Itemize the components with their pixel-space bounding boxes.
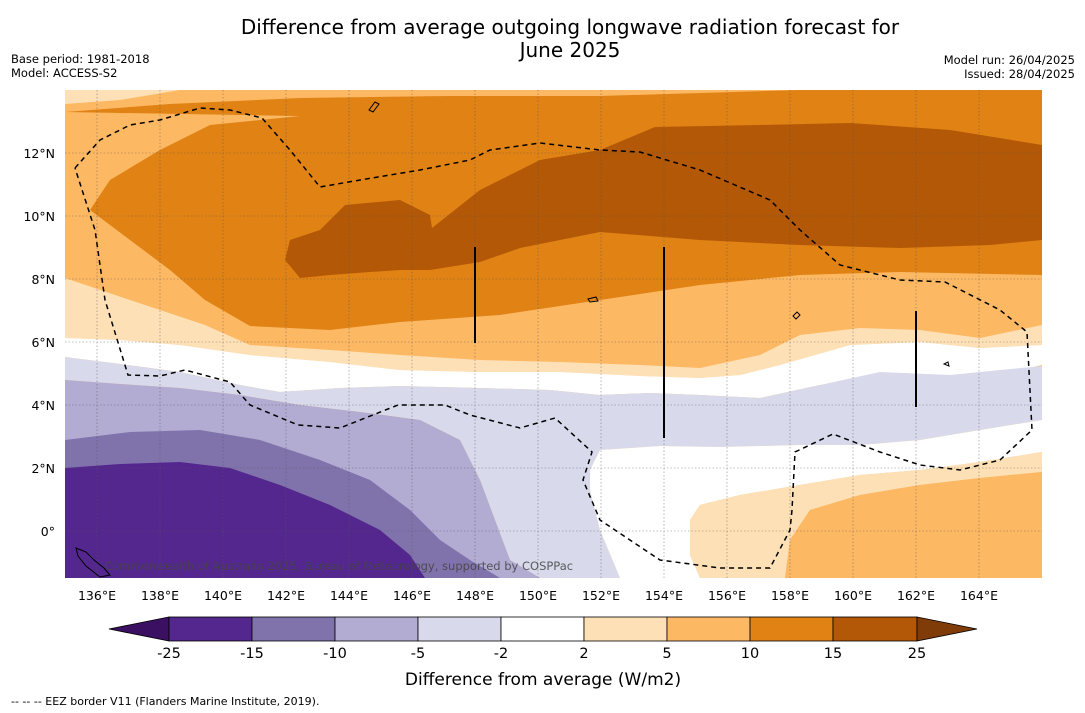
lon-label: 142°E: [267, 588, 305, 603]
colorbar-label: 10: [741, 646, 759, 662]
colorbar-swatch: [168, 616, 253, 642]
lat-label: 0°: [41, 524, 55, 539]
lat-label: 10°N: [23, 209, 55, 224]
colorbar-label: -2: [494, 646, 508, 662]
contour-2-5-south: [690, 452, 1042, 578]
model-run-date: Model run: 26/04/2025: [943, 53, 1075, 67]
colorbar-swatch: [417, 616, 502, 642]
colorbar-label: -15: [240, 646, 264, 662]
map-title: Difference from average outgoing longwav…: [0, 16, 1085, 62]
contour-minus5-minus2: [65, 357, 1042, 578]
contour-2-5: [65, 278, 1042, 378]
title-line-1: Difference from average outgoing longwav…: [240, 15, 900, 39]
lon-label: 162°E: [897, 588, 935, 603]
longitude-labels: 136°E 138°E 140°E 142°E 144°E 146°E 148°…: [78, 588, 998, 603]
lon-label: 154°E: [645, 588, 683, 603]
lon-label: 148°E: [456, 588, 494, 603]
colorbar-swatch: [500, 616, 585, 642]
lat-label: 6°N: [31, 335, 55, 350]
lon-label: 158°E: [771, 588, 809, 603]
island-outlines: [75, 101, 950, 578]
graticule: [65, 90, 1042, 578]
colorbar-swatch: [334, 616, 419, 642]
contour-minus2-2-south: [590, 420, 1042, 578]
lon-label: 140°E: [204, 588, 242, 603]
lon-label: 150°E: [519, 588, 557, 603]
colorbar-swatch: [251, 616, 336, 642]
colorbar-swatch: [749, 616, 834, 642]
lon-label: 164°E: [960, 588, 998, 603]
lon-label: 136°E: [78, 588, 116, 603]
contour-minus2-2: [65, 338, 1042, 398]
copyright-watermark: Commonwealth of Australia 2025, Bureau o…: [104, 559, 573, 573]
colorbar-label: -10: [323, 646, 347, 662]
model-info: Base period: 1981-2018 Model: ACCESS-S2: [11, 52, 150, 80]
lat-label: 4°N: [31, 398, 55, 413]
colorbar: [108, 616, 978, 642]
colorbar-swatch: [583, 616, 668, 642]
colorbar-swatch: [666, 616, 751, 642]
contour-minus25-minus15: [65, 462, 425, 578]
colorbar-label: 5: [662, 646, 671, 662]
contour-5-10-south: [785, 472, 1042, 578]
eez-border: [74, 107, 1033, 569]
issued-date: Issued: 28/04/2025: [964, 67, 1075, 81]
lon-label: 146°E: [393, 588, 431, 603]
lon-label: 144°E: [330, 588, 368, 603]
colorbar-above-arrow: [916, 616, 978, 642]
eez-footnote: -- -- -- EEZ border V11 (Flanders Marine…: [11, 695, 320, 708]
colorbar-label: -25: [157, 646, 181, 662]
contour-15-25: [285, 123, 1042, 278]
run-info: Model run: 26/04/2025 Issued: 28/04/2025: [944, 53, 1075, 81]
lat-label: 2°N: [31, 461, 55, 476]
lat-label: 12°N: [23, 146, 55, 161]
lon-label: 160°E: [834, 588, 872, 603]
colorbar-labels: -25 -15 -10 -5 -2 2 5 10 15 25: [157, 646, 926, 662]
colorbar-label: 25: [908, 646, 926, 662]
title-line-2: June 2025: [519, 38, 621, 62]
base-period: Base period: 1981-2018: [11, 52, 150, 66]
colorbar-label: 2: [579, 646, 588, 662]
latitude-labels: 12°N 10°N 8°N 6°N 4°N 2°N 0°: [23, 146, 55, 539]
lon-label: 152°E: [582, 588, 620, 603]
region-markers: [474, 247, 917, 438]
colorbar-title: Difference from average (W/m2): [405, 670, 681, 690]
colorbar-swatch: [832, 616, 918, 642]
model-name: Model: ACCESS-S2: [11, 66, 118, 80]
lat-label: 8°N: [31, 272, 55, 287]
contour-2-5-north: [65, 90, 180, 104]
lon-label: 156°E: [708, 588, 746, 603]
colorbar-below-arrow: [108, 616, 170, 642]
map-plot-area: Commonwealth of Australia 2025, Bureau o…: [65, 90, 1042, 578]
colorbar-label: 15: [824, 646, 842, 662]
colorbar-label: -5: [411, 646, 425, 662]
lon-label: 138°E: [141, 588, 179, 603]
